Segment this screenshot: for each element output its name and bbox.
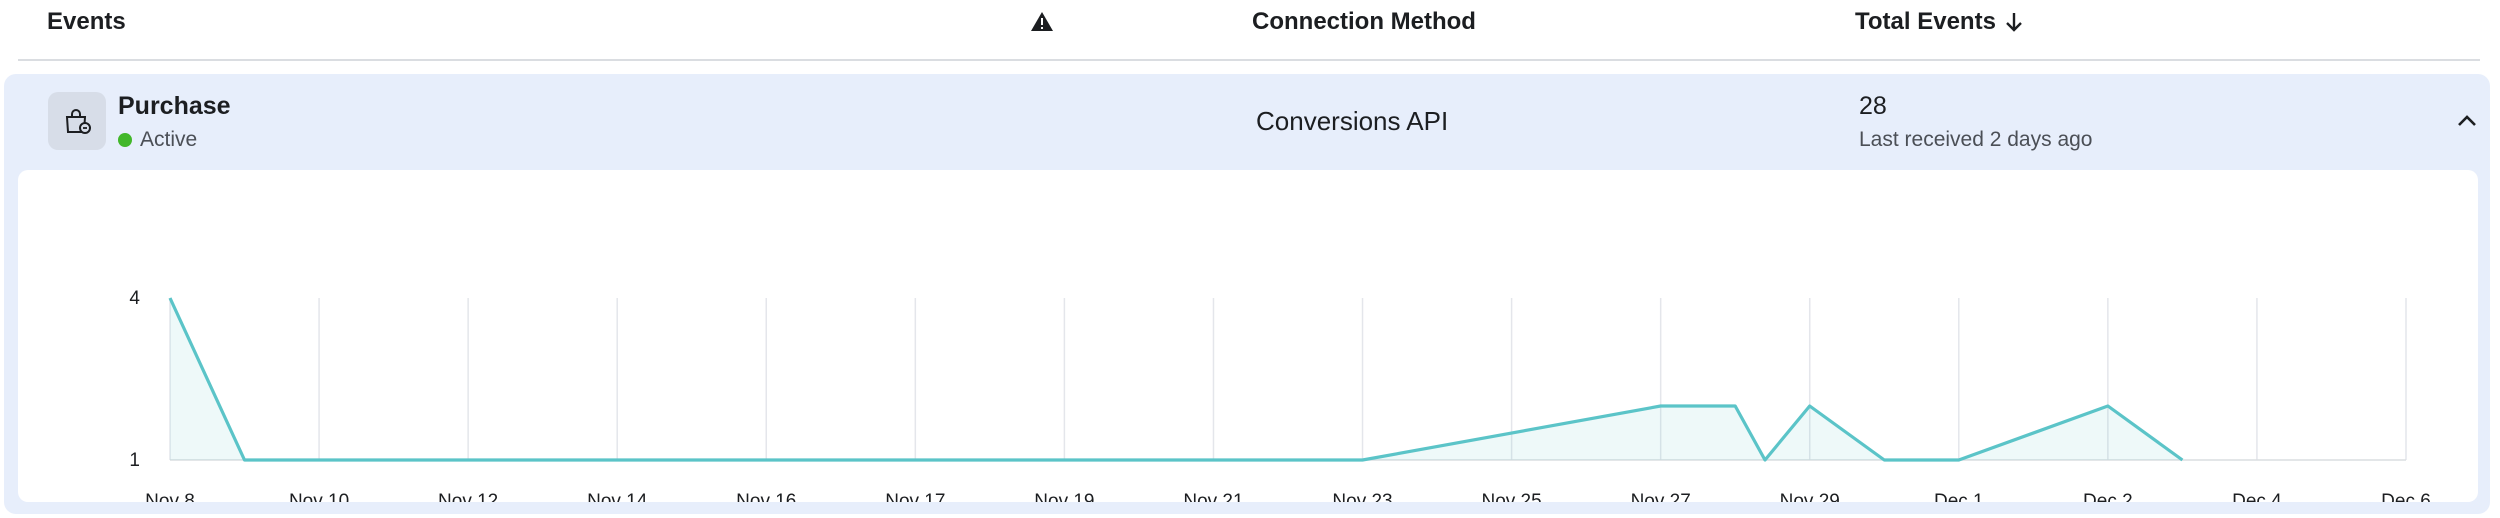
y-tick-label: 1 — [129, 450, 140, 471]
chevron-up-icon[interactable] — [2454, 108, 2480, 134]
warning-triangle-icon[interactable] — [1030, 10, 1054, 34]
event-icon-container — [48, 92, 106, 150]
events-column-header[interactable]: Events — [47, 8, 126, 36]
total-events-header-label: Total Events — [1855, 8, 1996, 35]
events-header-label: Events — [47, 8, 126, 35]
x-tick-label: Nov 12 — [438, 491, 498, 502]
x-tick-label: Nov 19 — [1034, 491, 1094, 502]
events-chart: 1 4 Nov 8 Nov 10 Nov 12 Nov 14 Nov 16 Nov 17 Nov… — [129, 288, 2431, 502]
x-tick-label: Dec 6 — [2381, 491, 2431, 502]
x-tick-label: Dec 1 — [1934, 491, 1984, 502]
arrow-down-icon[interactable] — [2004, 10, 2024, 34]
total-events-value: 28 — [1859, 92, 1887, 120]
header-divider — [18, 59, 2480, 61]
connection-method-header-label: Connection Method — [1252, 8, 1476, 35]
connection-method-column-header[interactable]: Connection Method — [1252, 8, 1476, 36]
x-tick-label: Nov 29 — [1780, 491, 1840, 502]
connection-method-value: Conversions API — [1256, 106, 1449, 136]
x-tick-label: Nov 21 — [1183, 491, 1243, 502]
x-tick-label: Nov 23 — [1332, 491, 1392, 502]
x-tick-label: Nov 17 — [885, 491, 945, 502]
x-tick-label: Dec 4 — [2232, 491, 2282, 502]
shopping-bag-icon — [65, 109, 91, 134]
series-area — [170, 298, 2183, 460]
x-tick-label: Dec 2 — [2083, 491, 2133, 502]
x-tick-label: Nov 25 — [1481, 491, 1541, 502]
series-line — [168, 297, 2184, 462]
x-tick-label: Nov 27 — [1631, 491, 1691, 502]
y-tick-label: 4 — [129, 288, 140, 309]
x-tick-label: Nov 8 — [145, 491, 195, 502]
event-name: Purchase — [118, 92, 231, 120]
x-tick-label: Nov 10 — [289, 491, 349, 502]
event-status: Active — [118, 128, 197, 152]
total-events-column-header[interactable]: Total Events — [1855, 8, 2024, 36]
x-tick-label: Nov 14 — [587, 491, 648, 502]
status-dot — [118, 133, 132, 147]
last-received-text: Last received 2 days ago — [1859, 128, 2093, 151]
event-row-purchase[interactable]: Purchase Active Conversions API 28 Last … — [4, 74, 2490, 514]
event-chart-panel: 1 4 Nov 8 Nov 10 Nov 12 Nov 14 Nov 16 Nov 17 Nov… — [18, 170, 2478, 502]
event-status-label: Active — [140, 128, 198, 151]
table-header: Events Connection Method Total Events — [0, 0, 2500, 60]
x-tick-label: Nov 16 — [736, 491, 796, 502]
